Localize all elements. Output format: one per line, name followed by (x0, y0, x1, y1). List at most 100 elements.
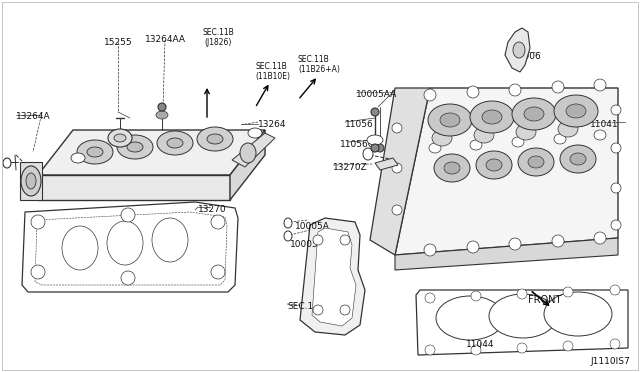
Polygon shape (20, 162, 42, 200)
Ellipse shape (121, 271, 135, 285)
Ellipse shape (425, 293, 435, 303)
Ellipse shape (471, 291, 481, 301)
Polygon shape (230, 130, 265, 200)
Ellipse shape (552, 81, 564, 93)
Ellipse shape (425, 345, 435, 355)
Ellipse shape (517, 343, 527, 353)
Ellipse shape (167, 138, 183, 148)
Ellipse shape (470, 101, 514, 133)
Text: J1110IS7: J1110IS7 (590, 357, 630, 366)
Ellipse shape (544, 292, 612, 336)
Ellipse shape (486, 159, 502, 171)
Polygon shape (395, 238, 618, 270)
Ellipse shape (611, 143, 621, 153)
Ellipse shape (211, 265, 225, 279)
Ellipse shape (121, 208, 135, 222)
Ellipse shape (594, 79, 606, 91)
Ellipse shape (444, 162, 460, 174)
Ellipse shape (207, 134, 223, 144)
Ellipse shape (611, 105, 621, 115)
Ellipse shape (429, 143, 441, 153)
Ellipse shape (363, 148, 373, 160)
Ellipse shape (62, 226, 98, 270)
Ellipse shape (482, 110, 502, 124)
Text: SEC.11B: SEC.11B (255, 62, 287, 71)
Text: 10005AA: 10005AA (356, 90, 397, 99)
Polygon shape (312, 228, 356, 326)
Ellipse shape (558, 121, 578, 137)
Ellipse shape (26, 173, 36, 189)
Ellipse shape (152, 218, 188, 262)
Text: (11B26+A): (11B26+A) (298, 65, 340, 74)
Text: 13264AA: 13264AA (145, 35, 186, 44)
Text: 10005A: 10005A (295, 222, 330, 231)
Ellipse shape (284, 231, 292, 241)
Ellipse shape (440, 113, 460, 127)
Text: 15255: 15255 (104, 38, 132, 47)
Ellipse shape (611, 183, 621, 193)
Ellipse shape (284, 218, 292, 228)
Polygon shape (505, 28, 530, 72)
Ellipse shape (518, 148, 554, 176)
Ellipse shape (524, 107, 544, 121)
Text: 11041: 11041 (590, 120, 619, 129)
Ellipse shape (610, 285, 620, 295)
Ellipse shape (392, 163, 402, 173)
Ellipse shape (517, 289, 527, 299)
Text: SEC.11B: SEC.11B (202, 28, 234, 37)
Ellipse shape (371, 144, 379, 152)
Ellipse shape (428, 104, 472, 136)
Ellipse shape (424, 244, 436, 256)
Ellipse shape (392, 123, 402, 133)
Text: 13264: 13264 (258, 120, 287, 129)
Polygon shape (300, 218, 365, 335)
Polygon shape (416, 290, 628, 355)
Ellipse shape (248, 128, 262, 138)
Ellipse shape (611, 220, 621, 230)
Text: 10005: 10005 (290, 240, 319, 249)
Ellipse shape (340, 235, 350, 245)
Ellipse shape (31, 265, 45, 279)
Ellipse shape (476, 151, 512, 179)
Text: 13264A: 13264A (16, 112, 51, 121)
Text: (11B10E): (11B10E) (255, 72, 290, 81)
Ellipse shape (114, 134, 126, 142)
Text: 11044: 11044 (466, 340, 494, 349)
Ellipse shape (108, 129, 132, 147)
Ellipse shape (467, 86, 479, 98)
Polygon shape (395, 88, 618, 255)
Ellipse shape (563, 341, 573, 351)
Ellipse shape (117, 135, 153, 159)
Text: 10006: 10006 (513, 52, 541, 61)
Ellipse shape (513, 42, 525, 58)
Ellipse shape (211, 215, 225, 229)
Ellipse shape (21, 166, 41, 196)
Ellipse shape (157, 131, 193, 155)
Ellipse shape (376, 144, 384, 152)
Ellipse shape (156, 111, 168, 119)
Ellipse shape (509, 84, 521, 96)
Ellipse shape (436, 296, 504, 340)
Ellipse shape (371, 108, 379, 116)
Ellipse shape (528, 156, 544, 168)
Ellipse shape (432, 130, 452, 146)
Ellipse shape (489, 294, 557, 338)
Ellipse shape (434, 154, 470, 182)
Text: 11056: 11056 (345, 120, 374, 129)
Ellipse shape (570, 153, 586, 165)
Polygon shape (35, 212, 227, 285)
Ellipse shape (563, 287, 573, 297)
Ellipse shape (512, 98, 556, 130)
Polygon shape (370, 88, 430, 255)
Text: FRONT: FRONT (528, 295, 561, 305)
Ellipse shape (367, 135, 383, 145)
Ellipse shape (240, 143, 256, 163)
Text: 11056C: 11056C (340, 140, 375, 149)
Ellipse shape (313, 305, 323, 315)
Text: (J1826): (J1826) (204, 38, 232, 47)
Ellipse shape (470, 140, 482, 150)
Ellipse shape (424, 89, 436, 101)
Ellipse shape (610, 339, 620, 349)
Text: 13270Z: 13270Z (333, 163, 368, 172)
Ellipse shape (71, 153, 85, 163)
